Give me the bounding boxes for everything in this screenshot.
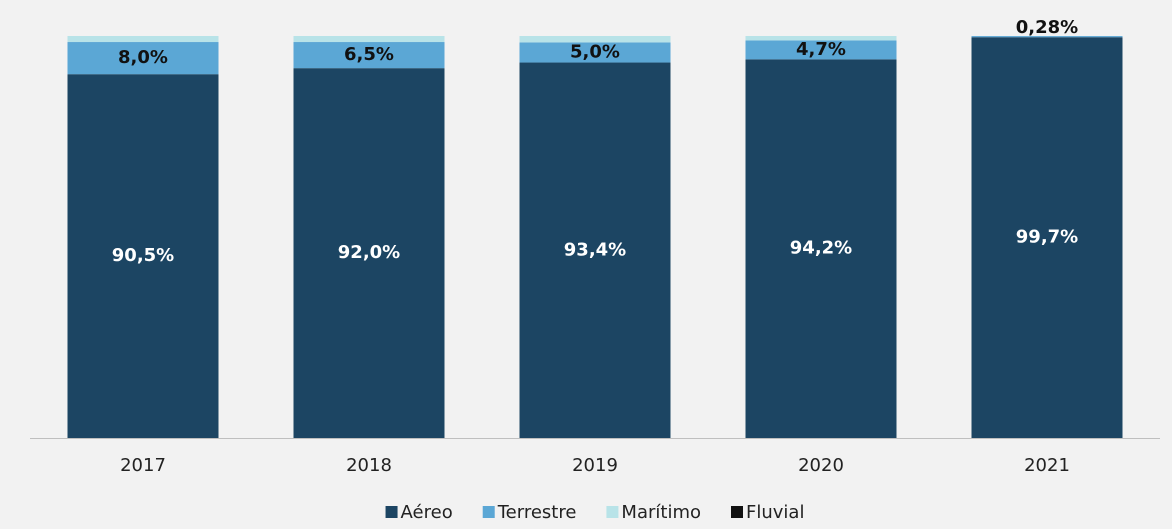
x-tick-label: 2018 (346, 455, 392, 476)
legend-label: Fluvial (746, 502, 804, 523)
bar-segment (745, 40, 897, 60)
legend-swatch (606, 506, 619, 518)
legend-swatch (385, 506, 398, 518)
bar-segment (971, 36, 1123, 38)
data-label: 99,7% (1016, 227, 1078, 248)
legend-swatch (482, 506, 495, 518)
data-label: 90,5% (112, 245, 174, 266)
x-tick-label: 2020 (798, 455, 844, 476)
data-label: 6,5% (344, 44, 394, 65)
bar-segment (519, 42, 671, 63)
data-label: 8,0% (118, 47, 168, 68)
data-label: 4,7% (796, 39, 846, 60)
bar-segment (67, 36, 219, 43)
x-tick-label: 2017 (120, 455, 166, 476)
data-label: 93,4% (564, 239, 626, 260)
data-label: 92,0% (338, 242, 400, 263)
legend-label: Terrestre (497, 502, 577, 523)
bar-segment (971, 37, 1123, 439)
bar-segment (519, 62, 671, 438)
bar-segment (293, 36, 445, 43)
bar-segment (745, 36, 897, 41)
bar-segment (293, 68, 445, 438)
bar-segment (519, 36, 671, 43)
legend-label: Marítimo (621, 502, 701, 523)
legend-label: Aéreo (401, 502, 453, 523)
x-tick-label: 2019 (572, 455, 618, 476)
bar-segment (293, 42, 445, 69)
legend-swatch (731, 506, 743, 518)
data-label: 94,2% (790, 238, 852, 259)
bar-segment (745, 59, 897, 438)
x-tick-label: 2021 (1024, 455, 1070, 476)
data-label: 0,28% (1016, 17, 1078, 38)
bar-segment (67, 42, 219, 75)
bar-segment (67, 74, 219, 438)
data-label: 5,0% (570, 41, 620, 62)
